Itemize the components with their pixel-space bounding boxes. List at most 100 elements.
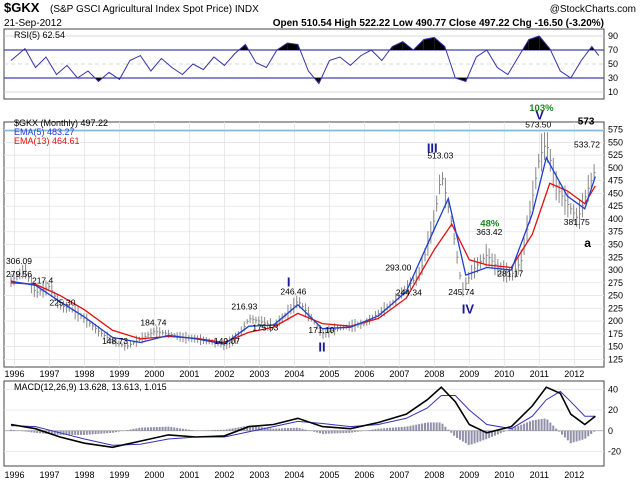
macd-tick-label: 0 xyxy=(608,426,613,436)
x-tick-label: 2000 xyxy=(144,369,164,379)
macd-hist-bar xyxy=(222,429,225,431)
ema13-line xyxy=(10,182,596,344)
x-tick-label: 2011 xyxy=(530,369,549,379)
price-tick-label: 325 xyxy=(608,252,623,262)
macd-hist-bar xyxy=(91,430,94,435)
macd-hist-bar xyxy=(77,430,80,435)
macd-hist-bar xyxy=(351,430,354,433)
price-panel: 575 550 525 500 475 450 425 400 375 350 325 300 275 2… xyxy=(3,103,623,368)
elliott-wave-label: III xyxy=(427,141,438,156)
macd-hist-bar xyxy=(47,430,50,434)
macd-hist-bar xyxy=(161,426,164,431)
macd-hist-bar xyxy=(546,419,549,431)
macd-hist-bar xyxy=(292,427,295,431)
macd-hist-bar xyxy=(182,428,185,431)
rsi-tick-label: 70 xyxy=(608,45,618,55)
macd-hist-bar xyxy=(269,428,272,431)
macd-hist-bar xyxy=(304,429,307,431)
macd-hist-bar xyxy=(152,427,155,431)
macd-hist-bar xyxy=(359,430,362,432)
macd-hist-bar xyxy=(441,423,444,431)
price-annotation: 175.53 xyxy=(252,322,278,332)
x-tick-label: 1997 xyxy=(39,369,59,379)
macd-hist-bar xyxy=(502,430,505,432)
macd-hist-bar xyxy=(403,426,406,431)
macd-hist-bar xyxy=(496,430,499,435)
x-tick-label: 2007 xyxy=(389,369,409,379)
macd-hist-bar xyxy=(103,430,106,434)
x-tick-label: 2007 xyxy=(389,470,409,480)
macd-hist-bar xyxy=(228,428,231,431)
macd-hist-bar xyxy=(286,428,289,431)
macd-hist-bar xyxy=(324,430,327,434)
macd-hist-bar xyxy=(563,430,566,438)
x-tick-label: 2010 xyxy=(494,369,514,379)
macd-hist-bar xyxy=(523,423,526,431)
price-tick-label: 450 xyxy=(608,188,623,198)
price-tick-label: 250 xyxy=(608,291,623,301)
macd-hist-bar xyxy=(254,426,257,431)
elliott-wave-label: I xyxy=(287,274,291,289)
macd-hist-bar xyxy=(190,430,193,431)
price-tick-label: 575 xyxy=(608,125,623,135)
macd-hist-bar xyxy=(473,430,476,444)
macd-hist-bar xyxy=(179,428,182,431)
macd-hist-bar xyxy=(9,429,12,431)
price-tick-label: 200 xyxy=(608,316,623,326)
macd-hist-bar xyxy=(444,426,447,431)
macd-hist-bar xyxy=(82,430,85,435)
price-annotation: 363.42 xyxy=(476,227,502,237)
price-annotation: 573.50 xyxy=(525,120,551,130)
macd-hist-bar xyxy=(374,429,377,431)
macd-hist-bar xyxy=(476,430,479,443)
macd-hist-bar xyxy=(135,428,138,431)
macd-hist-bar xyxy=(491,430,494,437)
macd-hist-bar xyxy=(321,430,324,434)
rsi-grid xyxy=(4,35,604,93)
date-label: 21-Sep-2012 xyxy=(4,18,62,29)
price-tick-label: 400 xyxy=(608,214,623,224)
x-tick-label: 1996 xyxy=(4,470,24,480)
price-tick-label: 175 xyxy=(608,329,623,339)
macd-hist-bar xyxy=(117,430,120,432)
macd-hist-bar xyxy=(383,428,386,431)
macd-hist-bar xyxy=(114,430,117,433)
macd-hist-bar xyxy=(348,430,351,433)
rsi-tick-label: 10 xyxy=(608,87,618,97)
price-tick-label: 150 xyxy=(608,342,623,352)
macd-hist-bar xyxy=(281,428,284,431)
macd-hist-bar xyxy=(389,427,392,431)
price-tick-label: 375 xyxy=(608,227,623,237)
elliott-wave-label: V xyxy=(535,107,544,122)
rsi-extreme-fill xyxy=(423,37,435,50)
price-annotation: 279.56 xyxy=(6,269,32,279)
macd-tick-label: -20 xyxy=(608,446,621,456)
price-annotation: 306.09 xyxy=(6,256,32,266)
percent-label: 48% xyxy=(480,219,500,230)
macd-hist-bar xyxy=(453,430,456,436)
macd-hist-bar xyxy=(400,426,403,431)
macd-hist-bar xyxy=(514,427,517,431)
description-label: (S&P GSCI Agricultural Index Spot Price)… xyxy=(50,4,259,15)
macd-hist-bar xyxy=(12,430,15,431)
x-tick-label: 2003 xyxy=(249,369,269,379)
macd-hist-bar xyxy=(219,429,222,431)
x-tick-label: 2006 xyxy=(354,470,374,480)
macd-label: MACD(12,26,9) 13.628, 13.613, 1.015 xyxy=(14,382,167,392)
price-tick-label: 350 xyxy=(608,240,623,250)
macd-hist-bar xyxy=(126,430,129,431)
macd-hist-bar xyxy=(68,430,71,435)
macd-hist-bar xyxy=(147,427,150,431)
macd-hist-bar xyxy=(24,430,27,432)
rsi-label: RSI(5) 62.54 xyxy=(14,30,65,40)
macd-hist-bar xyxy=(301,428,304,431)
macd-hist-bar xyxy=(575,430,578,442)
macd-hist-bar xyxy=(377,428,380,431)
price-tick-label: 550 xyxy=(608,137,623,147)
macd-hist-bar xyxy=(158,426,161,431)
price-annotation: 217.4 xyxy=(32,275,54,285)
macd-hist-bar xyxy=(176,427,179,431)
x-tick-label: 2012 xyxy=(564,369,584,379)
